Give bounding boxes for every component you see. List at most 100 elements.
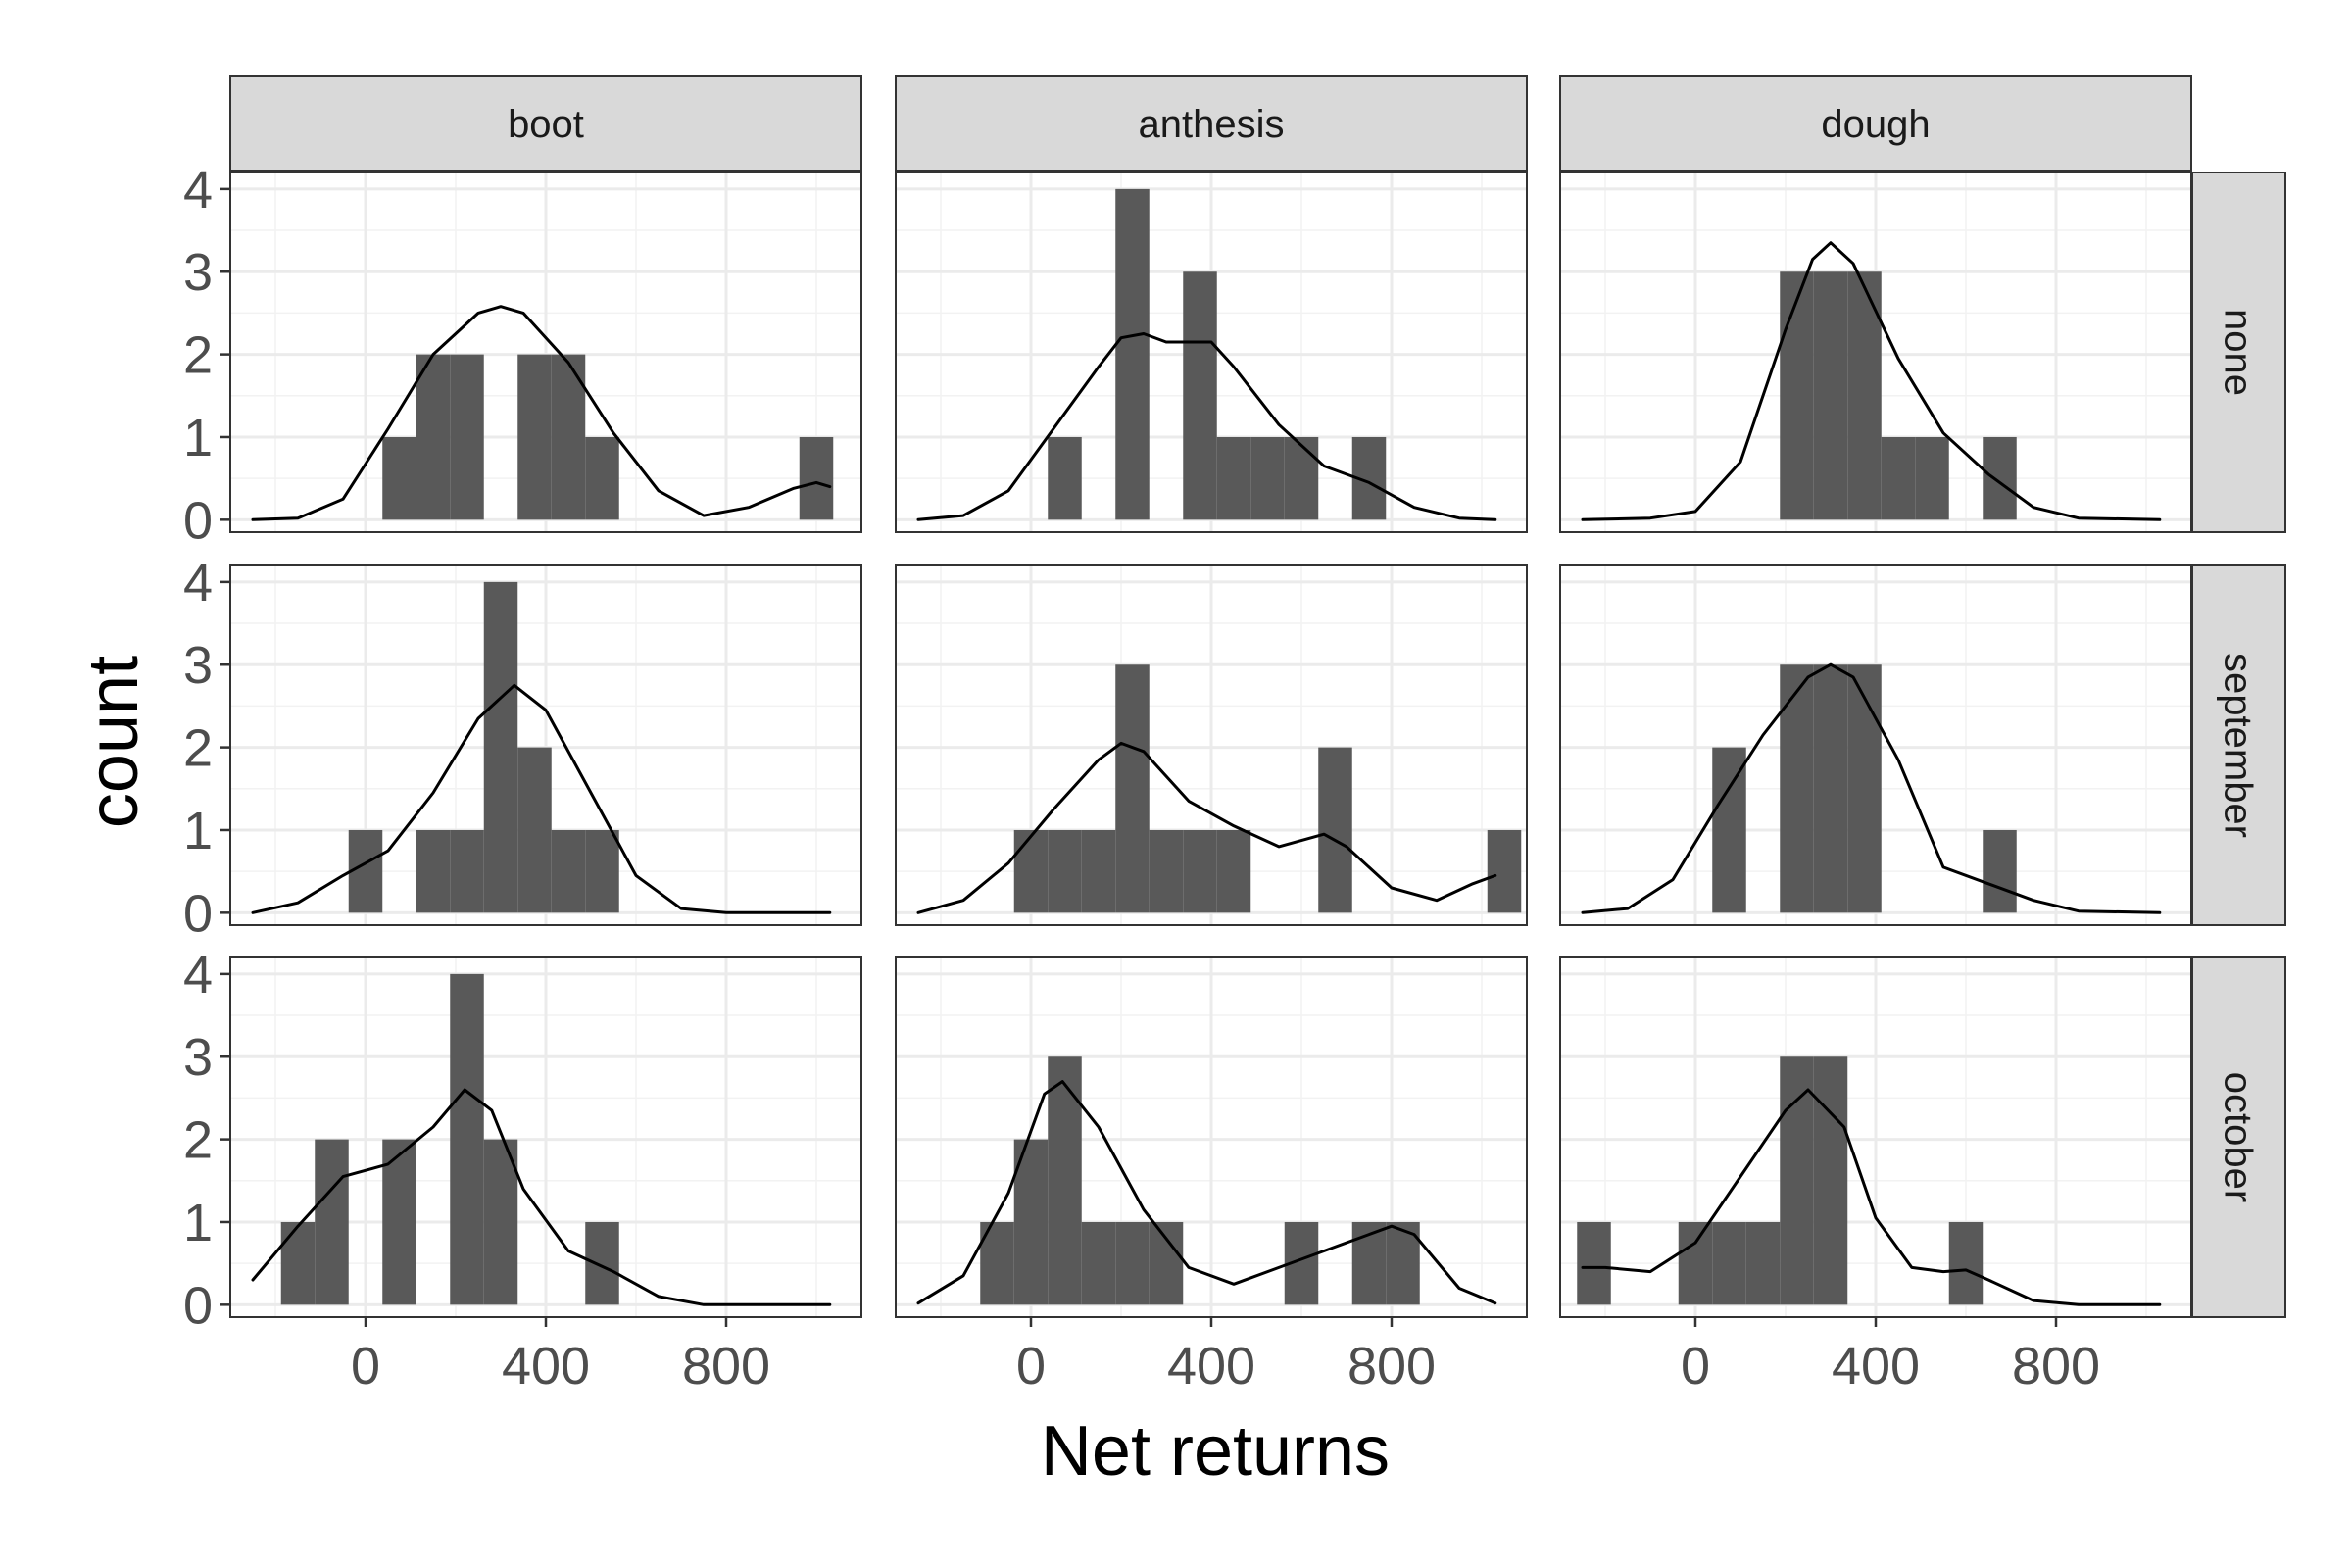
panel-dough-september — [1559, 564, 2192, 926]
panel-anthesis-september — [895, 564, 1528, 926]
x-tick-label: 800 — [682, 1337, 770, 1396]
histogram-bar — [1048, 829, 1082, 913]
histogram-bar — [1813, 271, 1848, 520]
y-tick-label: 0 — [183, 1276, 213, 1335]
histogram-bar — [1149, 829, 1184, 913]
histogram-bar — [1081, 829, 1116, 913]
column-strip-dough — [1559, 75, 2192, 172]
row-strip-label: september — [2217, 653, 2260, 838]
histogram-bar — [382, 1139, 416, 1305]
histogram-bar — [1250, 436, 1285, 520]
row-strip-label: none — [2217, 309, 2260, 396]
histogram-bar — [1216, 436, 1251, 520]
row-strip-october — [2191, 956, 2286, 1318]
panel-border — [895, 172, 1528, 533]
histogram-bar — [1284, 436, 1319, 520]
row-strip-none — [2191, 172, 2286, 533]
histogram-bar — [1216, 829, 1251, 913]
panel-boot-none: 0 1 2 3 4 — [183, 161, 862, 550]
panel-anthesis-october: 0 400 800 — [895, 956, 1528, 1396]
histogram-bar — [450, 829, 484, 913]
histogram-bar — [1048, 1056, 1082, 1305]
histogram-bar — [1813, 664, 1848, 913]
row-strip-september — [2191, 564, 2286, 926]
panel-border — [895, 564, 1528, 926]
column-strip-label: boot — [508, 103, 584, 146]
panel-border — [1559, 172, 2192, 533]
histogram-bar — [1678, 1221, 1713, 1305]
column-strip-label: dough — [1821, 103, 1930, 146]
density-curve — [251, 683, 832, 914]
histogram-bar — [348, 829, 383, 913]
panel-border — [229, 172, 862, 533]
histogram-bar — [1013, 829, 1049, 913]
y-axis-title: count — [74, 656, 153, 828]
histogram-bar — [1847, 664, 1882, 913]
density-curve — [916, 741, 1497, 914]
x-tick-label: 400 — [1832, 1337, 1920, 1396]
histogram-bar — [1712, 747, 1746, 913]
histogram-bar — [517, 747, 552, 913]
x-axis-title: Net returns — [1041, 1412, 1390, 1491]
histogram-bar — [450, 973, 484, 1305]
histogram-bar — [1115, 664, 1150, 913]
histogram-bar — [1183, 829, 1217, 913]
histogram-bar — [585, 829, 619, 913]
histogram-bar — [517, 354, 552, 520]
y-tick-label: 4 — [183, 946, 213, 1004]
histogram-bar — [1183, 271, 1217, 520]
panel-dough-october: 0 400 800 — [1559, 956, 2192, 1396]
y-tick-label: 1 — [183, 1194, 213, 1252]
histogram-bar — [1780, 271, 1814, 520]
panel-boot-october: 0 1 2 3 4 0 400 800 — [183, 946, 862, 1396]
histogram-bar — [1948, 1221, 1984, 1305]
histogram-bar — [1115, 1221, 1150, 1305]
y-tick-label: 4 — [183, 554, 213, 612]
histogram-bar — [1780, 664, 1814, 913]
panel-border — [1559, 564, 2192, 926]
column-strip-boot — [229, 75, 862, 172]
density-curve — [1581, 1088, 2162, 1306]
histogram-bar — [315, 1139, 349, 1305]
x-tick-label: 0 — [351, 1337, 380, 1396]
y-tick-label: 2 — [183, 326, 213, 385]
panel-anthesis-none — [895, 172, 1528, 533]
y-tick-label: 0 — [183, 884, 213, 943]
y-tick-label: 1 — [183, 802, 213, 860]
column-strip-anthesis — [895, 75, 1528, 172]
histogram-bar — [382, 436, 416, 520]
x-tick-label: 0 — [1681, 1337, 1710, 1396]
histogram-bar — [1745, 1221, 1781, 1305]
histogram-bar — [1487, 829, 1522, 913]
histogram-bar — [483, 1139, 518, 1305]
histogram-bar — [1813, 1056, 1848, 1305]
y-tick-label: 2 — [183, 1111, 213, 1170]
histogram-bar — [1115, 188, 1150, 520]
histogram-bar — [1915, 436, 1949, 520]
histogram-bar — [1712, 1221, 1746, 1305]
histogram-bar — [1013, 1139, 1049, 1305]
histogram-bar — [585, 1221, 619, 1305]
y-tick-label: 3 — [183, 636, 213, 695]
histogram-bar — [1048, 436, 1082, 520]
density-curve — [916, 1080, 1497, 1305]
density-curve — [1581, 662, 2162, 914]
histogram-bar — [416, 354, 451, 520]
y-tick-label: 1 — [183, 409, 213, 467]
y-tick-label: 2 — [183, 719, 213, 778]
density-curve — [916, 332, 1497, 521]
x-tick-label: 400 — [502, 1337, 590, 1396]
histogram-bar — [1149, 1221, 1184, 1305]
column-strip-label: anthesis — [1139, 103, 1285, 146]
histogram-bar — [1577, 1221, 1611, 1305]
x-tick-label: 400 — [1167, 1337, 1255, 1396]
histogram-bar — [280, 1221, 316, 1305]
x-tick-label: 800 — [1348, 1337, 1436, 1396]
panels-layer: boot anthesis dough none september october 0 1 2… — [183, 75, 2286, 1396]
density-curve — [251, 305, 832, 521]
panel-boot-september: 0 1 2 3 4 — [183, 554, 862, 943]
histogram-bar — [1318, 747, 1352, 913]
panel-dough-none — [1559, 172, 2192, 533]
histogram-bar — [551, 829, 586, 913]
